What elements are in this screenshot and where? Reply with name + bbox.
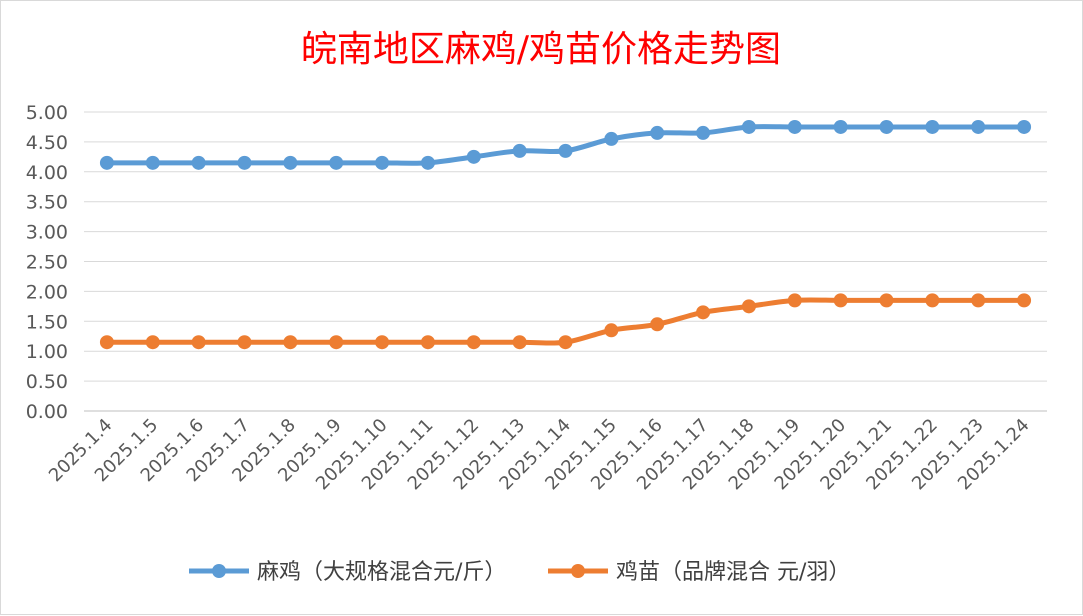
series-1-point (375, 155, 390, 170)
series-1-point (833, 119, 848, 134)
series-1-point (604, 131, 619, 146)
series-2-point (329, 335, 344, 350)
series-2-point (375, 335, 390, 350)
legend-marker-2 (571, 564, 585, 578)
series-1-point (971, 119, 986, 134)
series-1-point (741, 119, 756, 134)
series-1-point (283, 155, 298, 170)
series-1-point (420, 155, 435, 170)
series-2-point (237, 335, 252, 350)
series-2-point (283, 335, 298, 350)
series-1-point (512, 143, 527, 158)
legend-label-2: 鸡苗（品牌混合 元/羽） (616, 560, 850, 585)
series-2-point (741, 299, 756, 314)
y-tick-label: 5.00 (26, 102, 68, 124)
legend-marker-1 (212, 564, 226, 578)
y-tick-label: 4.50 (26, 132, 68, 154)
series-2-point (650, 317, 665, 332)
series-2-point (1017, 293, 1032, 308)
legend: 麻鸡（大规格混合元/斤） 鸡苗（品牌混合 元/羽） (189, 560, 850, 585)
series-2-point (696, 305, 711, 320)
series-1-point (1017, 119, 1032, 134)
y-tick-label: 1.00 (26, 341, 68, 363)
series-2-point (145, 335, 160, 350)
series-2-point (879, 293, 894, 308)
series-lines (99, 119, 1032, 350)
series-2-point (420, 335, 435, 350)
series-1-point (925, 119, 940, 134)
series-1-point (650, 125, 665, 140)
y-tick-label: 2.50 (26, 252, 68, 274)
series-2-point (787, 293, 802, 308)
series-1-point (237, 155, 252, 170)
series-1-point (145, 155, 160, 170)
y-tick-label: 3.00 (26, 222, 68, 244)
y-tick-label: 2.00 (26, 281, 68, 303)
series-2-point (558, 335, 573, 350)
series-1-point (558, 143, 573, 158)
series-2-point (604, 323, 619, 338)
series-2-point (971, 293, 986, 308)
chart-title: 皖南地区麻鸡/鸡苗价格走势图 (301, 29, 781, 70)
y-tick-label: 4.00 (26, 162, 68, 184)
series-1-point (99, 155, 114, 170)
y-tick-label: 0.00 (26, 401, 68, 423)
series-2-point (833, 293, 848, 308)
series-2-point (512, 335, 527, 350)
y-tick-label: 0.50 (26, 371, 68, 393)
y-tick-label: 3.50 (26, 192, 68, 214)
series-2-point (191, 335, 206, 350)
series-1-point (191, 155, 206, 170)
series-2-point (925, 293, 940, 308)
series-1-point (696, 125, 711, 140)
series-1-point (329, 155, 344, 170)
y-axis-tick-labels: 0.00 0.50 1.00 1.50 2.00 2.50 3.00 3.50 4.00 4.50… (26, 102, 68, 423)
series-2-point (466, 335, 481, 350)
series-1-point (466, 149, 481, 164)
y-tick-label: 1.50 (26, 311, 68, 333)
series-1-point (879, 119, 894, 134)
series-2-point (99, 335, 114, 350)
gridlines (84, 111, 1047, 412)
legend-label-1: 麻鸡（大规格混合元/斤） (257, 560, 506, 585)
series-1-point (787, 119, 802, 134)
